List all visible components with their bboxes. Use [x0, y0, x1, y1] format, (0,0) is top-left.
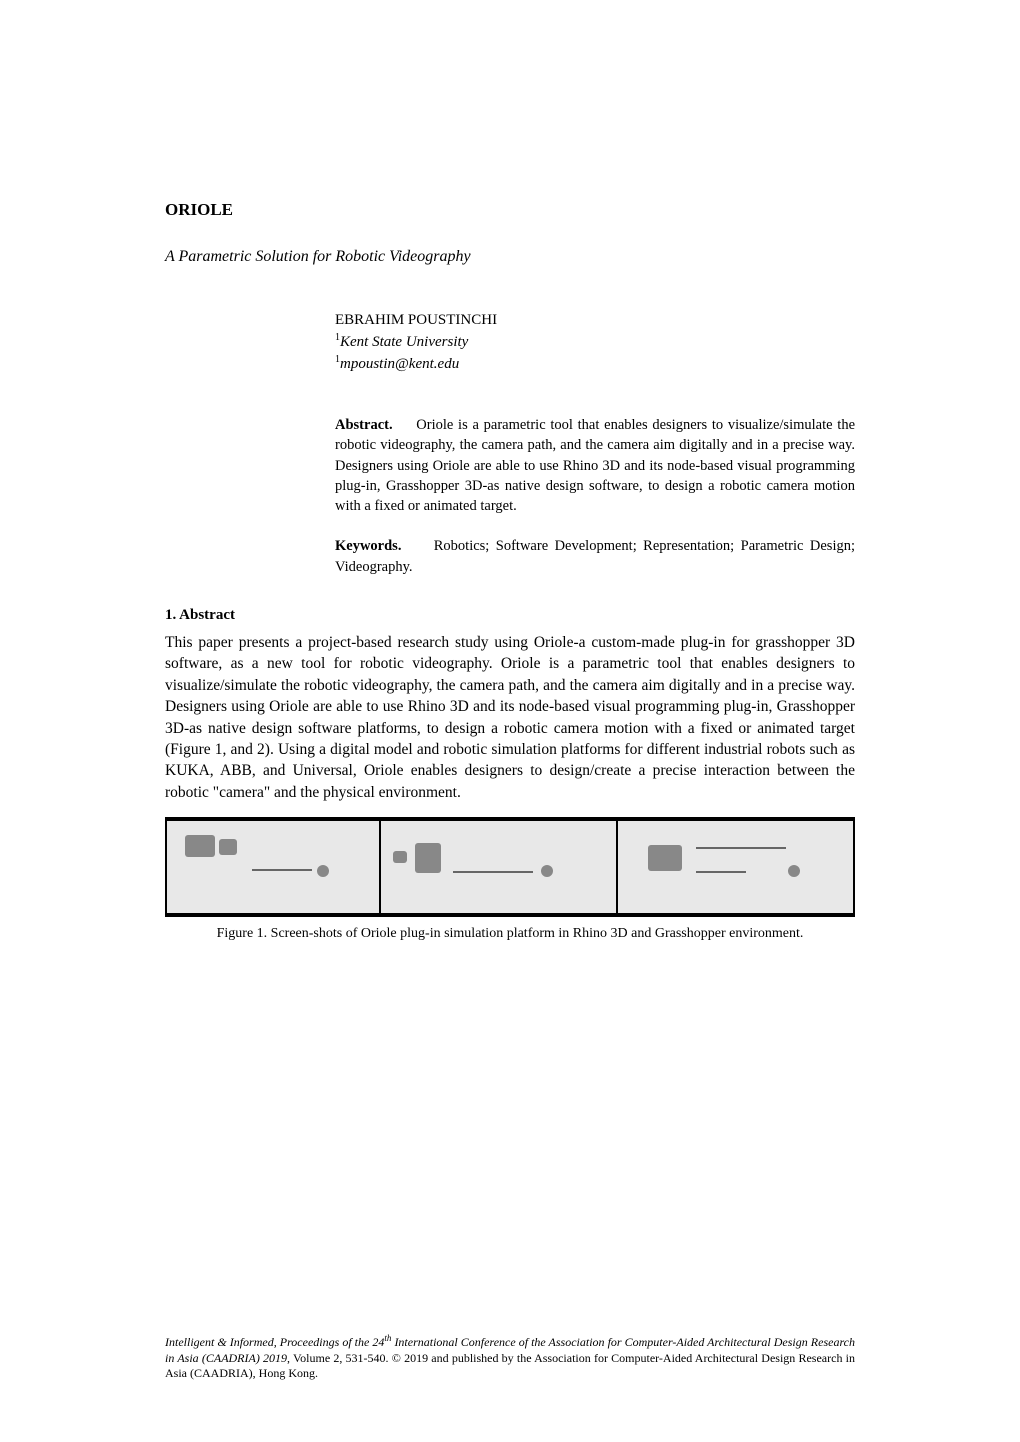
author-name: EBRAHIM POUSTINCHI — [335, 310, 855, 331]
author-email: 1mpoustin@kent.edu — [335, 353, 855, 375]
keywords-label: Keywords. — [335, 538, 401, 554]
figure-1-image — [165, 817, 855, 917]
section-1-heading: 1. Abstract — [165, 607, 855, 624]
keywords-text: Robotics; Software Development; Represen… — [335, 538, 855, 574]
author-block: EBRAHIM POUSTINCHI 1Kent State Universit… — [335, 310, 855, 375]
footer-citation: Intelligent & Informed, Proceedings of t… — [165, 1333, 855, 1382]
email-text: mpoustin@kent.edu — [340, 356, 459, 372]
figure-1-panel-2 — [381, 821, 616, 913]
section-1-para: This paper presents a project-based rese… — [165, 632, 855, 803]
author-affiliation: 1Kent State University — [335, 331, 855, 353]
figure-1-caption: Figure 1. Screen-shots of Oriole plug-in… — [165, 925, 855, 944]
figure-1: Figure 1. Screen-shots of Oriole plug-in… — [165, 817, 855, 944]
abstract-label: Abstract. — [335, 417, 393, 433]
abstract-block: Abstract. Oriole is a parametric tool th… — [335, 415, 855, 516]
affil-text: Kent State University — [340, 334, 468, 350]
paper-title: ORIOLE — [165, 200, 855, 220]
keywords-block: Keywords. Robotics; Software Development… — [335, 536, 855, 577]
figure-1-panel-1 — [167, 821, 379, 913]
figure-1-panel-3 — [618, 821, 853, 913]
abstract-text: Oriole is a parametric tool that enables… — [335, 417, 855, 514]
paper-subtitle: A Parametric Solution for Robotic Videog… — [165, 248, 855, 266]
footer-prefix: Intelligent & Informed, Proceedings of t… — [165, 1335, 384, 1349]
